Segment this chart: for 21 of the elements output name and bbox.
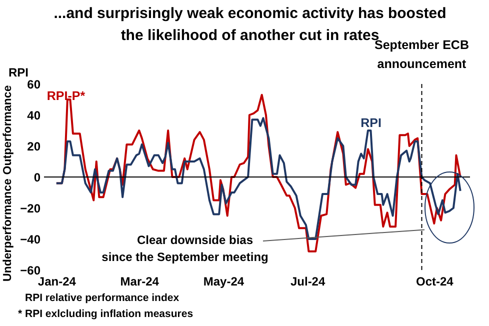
x-tick-label: Mar-24: [120, 274, 160, 288]
text: Underperformance: [2, 178, 14, 282]
x-tick-label: May-24: [203, 274, 244, 288]
y-tick-label: 20: [27, 140, 41, 154]
series-label: RPI-P*: [46, 89, 86, 103]
text: RPI relative performance index: [25, 292, 180, 304]
y-tick-label: −40: [20, 232, 41, 246]
x-tick-label: Oct-24: [416, 274, 454, 288]
y-tick-label: 0: [34, 170, 41, 184]
y-tick-label: 60: [27, 78, 41, 92]
text: Outperformance: [2, 85, 14, 175]
annotation: since the September meeting: [102, 250, 268, 264]
x-tick-label: Jan-24: [38, 274, 76, 288]
y-tick-label: −20: [20, 202, 41, 216]
x-tick-label: Jul-24: [290, 274, 326, 288]
annotation: Clear downside bias: [136, 233, 254, 247]
text: * RPI exlcluding inflation measures: [18, 308, 194, 320]
y-axis-title: RPI: [8, 66, 29, 80]
series-label: RPI: [360, 116, 382, 130]
y-tick-label: 40: [27, 108, 41, 122]
y-tick-label: −60: [20, 264, 41, 278]
